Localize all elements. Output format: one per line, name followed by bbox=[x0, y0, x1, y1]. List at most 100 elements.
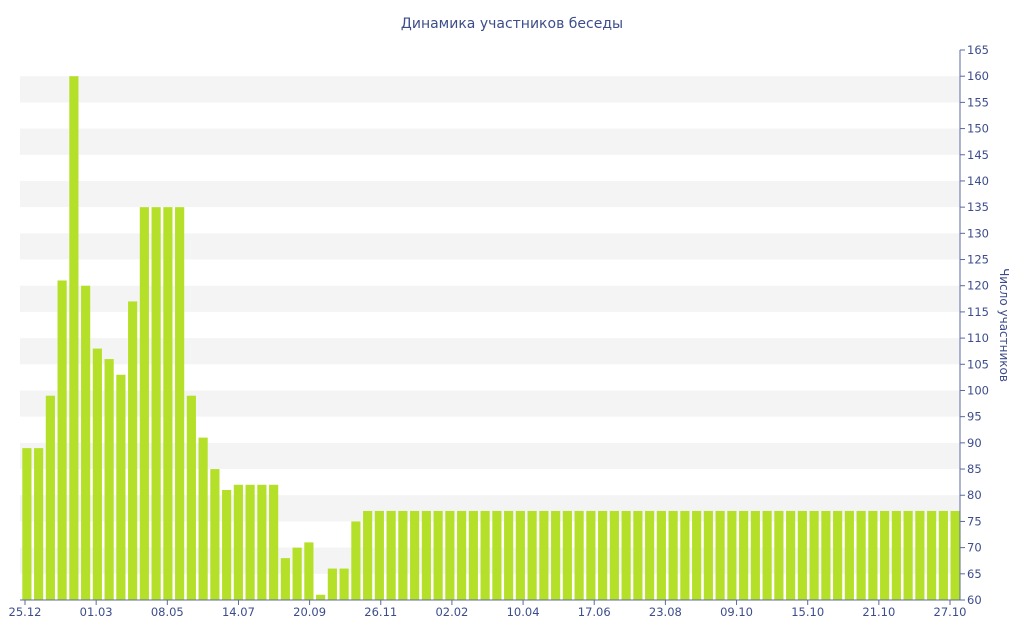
bar bbox=[750, 510, 760, 600]
bar bbox=[57, 280, 67, 600]
x-tick-label: 27.10 bbox=[934, 605, 967, 619]
grid-band bbox=[20, 128, 960, 155]
y-tick-label: 160 bbox=[967, 69, 989, 83]
grid-band bbox=[20, 442, 960, 470]
bar bbox=[809, 510, 819, 600]
bar bbox=[69, 76, 79, 600]
bar bbox=[515, 510, 525, 600]
x-tick-label: 17.06 bbox=[578, 605, 611, 619]
bar bbox=[938, 510, 948, 600]
bar bbox=[621, 510, 631, 600]
bar bbox=[45, 395, 55, 600]
bar bbox=[351, 521, 361, 600]
bar bbox=[680, 510, 690, 600]
y-tick-label: 80 bbox=[967, 488, 982, 502]
y-tick-label: 90 bbox=[967, 436, 982, 450]
bar bbox=[468, 510, 478, 600]
bar bbox=[386, 510, 396, 600]
bar bbox=[433, 510, 443, 600]
y-tick-label: 75 bbox=[967, 514, 982, 528]
x-tick-label: 20.09 bbox=[293, 605, 326, 619]
bar bbox=[527, 510, 537, 600]
bar bbox=[492, 510, 502, 600]
bar bbox=[175, 207, 185, 600]
x-tick-label: 14.07 bbox=[222, 605, 255, 619]
bar bbox=[151, 207, 161, 600]
bar bbox=[739, 510, 749, 600]
bar bbox=[880, 510, 890, 600]
bar bbox=[316, 594, 326, 600]
y-axis-label: Число участников bbox=[997, 268, 1011, 382]
bar bbox=[245, 484, 255, 600]
bar bbox=[222, 490, 232, 600]
bar bbox=[844, 510, 854, 600]
y-tick-label: 95 bbox=[967, 410, 982, 424]
bar bbox=[186, 395, 196, 600]
bar-series bbox=[22, 76, 960, 600]
bar bbox=[269, 484, 279, 600]
bar bbox=[692, 510, 702, 600]
bar bbox=[327, 568, 337, 600]
bar bbox=[92, 348, 102, 600]
y-tick-label: 60 bbox=[967, 593, 982, 607]
bar bbox=[257, 484, 267, 600]
bar bbox=[821, 510, 831, 600]
y-tick-label: 115 bbox=[967, 305, 989, 319]
bar bbox=[210, 469, 220, 600]
x-tick-label: 10.04 bbox=[507, 605, 540, 619]
bar bbox=[22, 448, 32, 600]
grid-band bbox=[20, 285, 960, 312]
y-tick-label: 70 bbox=[967, 541, 982, 555]
x-tick-label: 15.10 bbox=[791, 605, 824, 619]
bar bbox=[574, 510, 584, 600]
bar bbox=[891, 510, 901, 600]
y-axis-ticks: 60 65 70 75 80 85 90 95 100 105 110 115 120 125 130 135… bbox=[960, 43, 989, 607]
y-tick-label: 65 bbox=[967, 567, 982, 581]
bar bbox=[339, 568, 349, 600]
bar bbox=[727, 510, 737, 600]
x-tick-label: 09.10 bbox=[720, 605, 753, 619]
x-tick-label: 26.11 bbox=[364, 605, 397, 619]
chart-title: Динамика участников беседы bbox=[401, 16, 623, 32]
bar bbox=[398, 510, 408, 600]
grid-band bbox=[20, 338, 960, 365]
bar bbox=[198, 437, 208, 600]
bar bbox=[233, 484, 243, 600]
bar bbox=[504, 510, 514, 600]
x-tick-label: 02.02 bbox=[435, 605, 468, 619]
bar bbox=[457, 510, 467, 600]
bar bbox=[950, 510, 960, 600]
bar bbox=[868, 510, 878, 600]
bar bbox=[128, 301, 138, 600]
y-tick-label: 85 bbox=[967, 462, 982, 476]
bar bbox=[833, 510, 843, 600]
bar bbox=[421, 510, 431, 600]
bar bbox=[116, 374, 126, 600]
bar bbox=[374, 510, 384, 600]
bar bbox=[703, 510, 713, 600]
bar bbox=[903, 510, 913, 600]
y-tick-label: 140 bbox=[967, 174, 989, 188]
bar bbox=[645, 510, 655, 600]
bar bbox=[363, 510, 373, 600]
bar bbox=[304, 542, 314, 600]
bar bbox=[915, 510, 925, 600]
bar bbox=[856, 510, 866, 600]
bar bbox=[762, 510, 772, 600]
y-tick-label: 155 bbox=[967, 95, 989, 109]
bar bbox=[786, 510, 796, 600]
bar bbox=[586, 510, 596, 600]
bar bbox=[598, 510, 608, 600]
y-tick-label: 145 bbox=[967, 148, 989, 162]
grid-band bbox=[20, 233, 960, 260]
y-tick-label: 125 bbox=[967, 253, 989, 267]
x-tick-label: 08.05 bbox=[151, 605, 184, 619]
bar bbox=[280, 558, 290, 600]
bar bbox=[562, 510, 572, 600]
axes bbox=[20, 50, 961, 601]
grid-band bbox=[20, 76, 960, 103]
bar bbox=[480, 510, 490, 600]
bar bbox=[445, 510, 455, 600]
y-tick-label: 120 bbox=[967, 279, 989, 293]
bar bbox=[927, 510, 937, 600]
